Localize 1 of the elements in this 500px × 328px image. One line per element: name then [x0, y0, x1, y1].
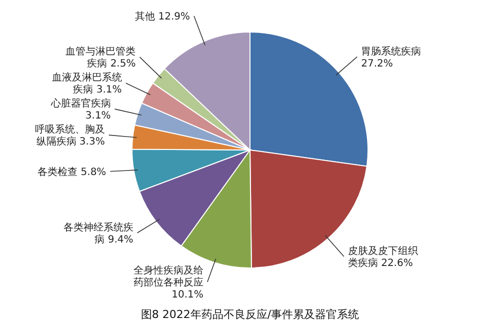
title: 图8 2022年药品不良反应/事件累及器官系统 — [140, 308, 360, 321]
